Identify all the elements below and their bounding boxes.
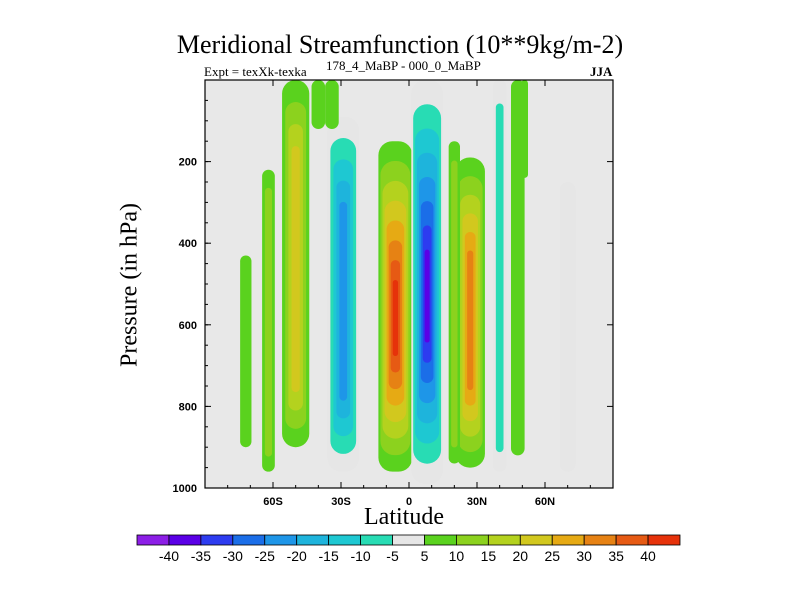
colorbar-box xyxy=(296,534,330,546)
band-southern-subtropical-level-20 xyxy=(291,146,300,393)
colorbar-box xyxy=(487,534,521,546)
colorbar-label: -10 xyxy=(350,548,370,564)
colorbar-label: 5 xyxy=(421,548,429,564)
band-north-green-thin-level-5 xyxy=(511,80,525,456)
colorbar-label: 35 xyxy=(608,548,624,564)
colorbar-label: 15 xyxy=(481,548,497,564)
colorbar-label: -40 xyxy=(159,548,179,564)
colorbar-box xyxy=(456,534,489,546)
colorbar-box xyxy=(136,534,170,546)
colorbar-label: -35 xyxy=(191,548,211,564)
y-tick-label: 200 xyxy=(179,157,197,169)
band-north-green-level-10 xyxy=(451,160,458,448)
colorbar-box xyxy=(328,534,361,546)
colorbar-label: -5 xyxy=(386,548,399,564)
period-difference-label: 178_4_MaBP - 000_0_MaBP xyxy=(326,58,481,73)
colorbar-box xyxy=(615,534,649,546)
band-southern-top-green-level-5 xyxy=(325,80,339,129)
band-far-south-left-level-5 xyxy=(240,255,252,448)
colorbar-label: -20 xyxy=(287,548,307,564)
colorbar-box xyxy=(232,534,266,546)
colorbar-box xyxy=(392,534,425,546)
y-tick-label: 400 xyxy=(179,238,197,250)
colorbar-box xyxy=(424,534,457,546)
experiment-label: Expt = texXk-texka xyxy=(204,64,307,79)
x-tick-label: 0 xyxy=(406,496,412,508)
x-tick-label: 30N xyxy=(467,496,487,508)
band-north-top-thin-level-5 xyxy=(521,80,528,178)
colorbar-label: 10 xyxy=(449,548,465,564)
band-north-high-lat-level--5 xyxy=(559,182,576,472)
band-north-subtropical-level-30 xyxy=(467,250,474,391)
colorbar-label: -30 xyxy=(223,548,243,564)
band-north-midlat-neg-level--10 xyxy=(495,103,504,453)
band-far-south-level-10 xyxy=(264,187,273,457)
colorbar-box xyxy=(519,534,553,546)
colorbar-label: 30 xyxy=(576,548,592,564)
colorbar-box xyxy=(264,534,298,546)
y-tick-label: 800 xyxy=(179,401,197,413)
band-descending-cell-level-40 xyxy=(392,280,399,357)
colorbar-label: 40 xyxy=(640,548,656,564)
band-southern-midlat-neg-level--25 xyxy=(339,201,348,401)
colorbar-label: -25 xyxy=(255,548,275,564)
colorbar-box xyxy=(583,534,617,546)
colorbar-box xyxy=(200,534,234,546)
colorbar-label: 25 xyxy=(544,548,560,564)
y-tick-label: 600 xyxy=(179,320,197,332)
colorbar-label: -15 xyxy=(319,548,339,564)
chart-title: Meridional Streamfunction (10**9kg/m-2) xyxy=(176,30,624,59)
y-tick-label: 1000 xyxy=(173,483,197,495)
season-label: JJA xyxy=(590,64,613,79)
x-axis-label: Latitude xyxy=(364,504,444,530)
x-tick-label: 60N xyxy=(535,496,555,508)
colorbar-box xyxy=(647,534,681,546)
band-ascending-cell-level--40 xyxy=(424,249,430,343)
colorbar-box xyxy=(551,534,585,546)
band-southern-top-level-5 xyxy=(311,80,326,129)
x-tick-label: 30S xyxy=(331,496,351,508)
colorbar-box xyxy=(168,534,202,546)
colorbar-label: 20 xyxy=(513,548,529,564)
x-tick-label: 60S xyxy=(263,496,283,508)
colorbar-box xyxy=(360,534,393,546)
